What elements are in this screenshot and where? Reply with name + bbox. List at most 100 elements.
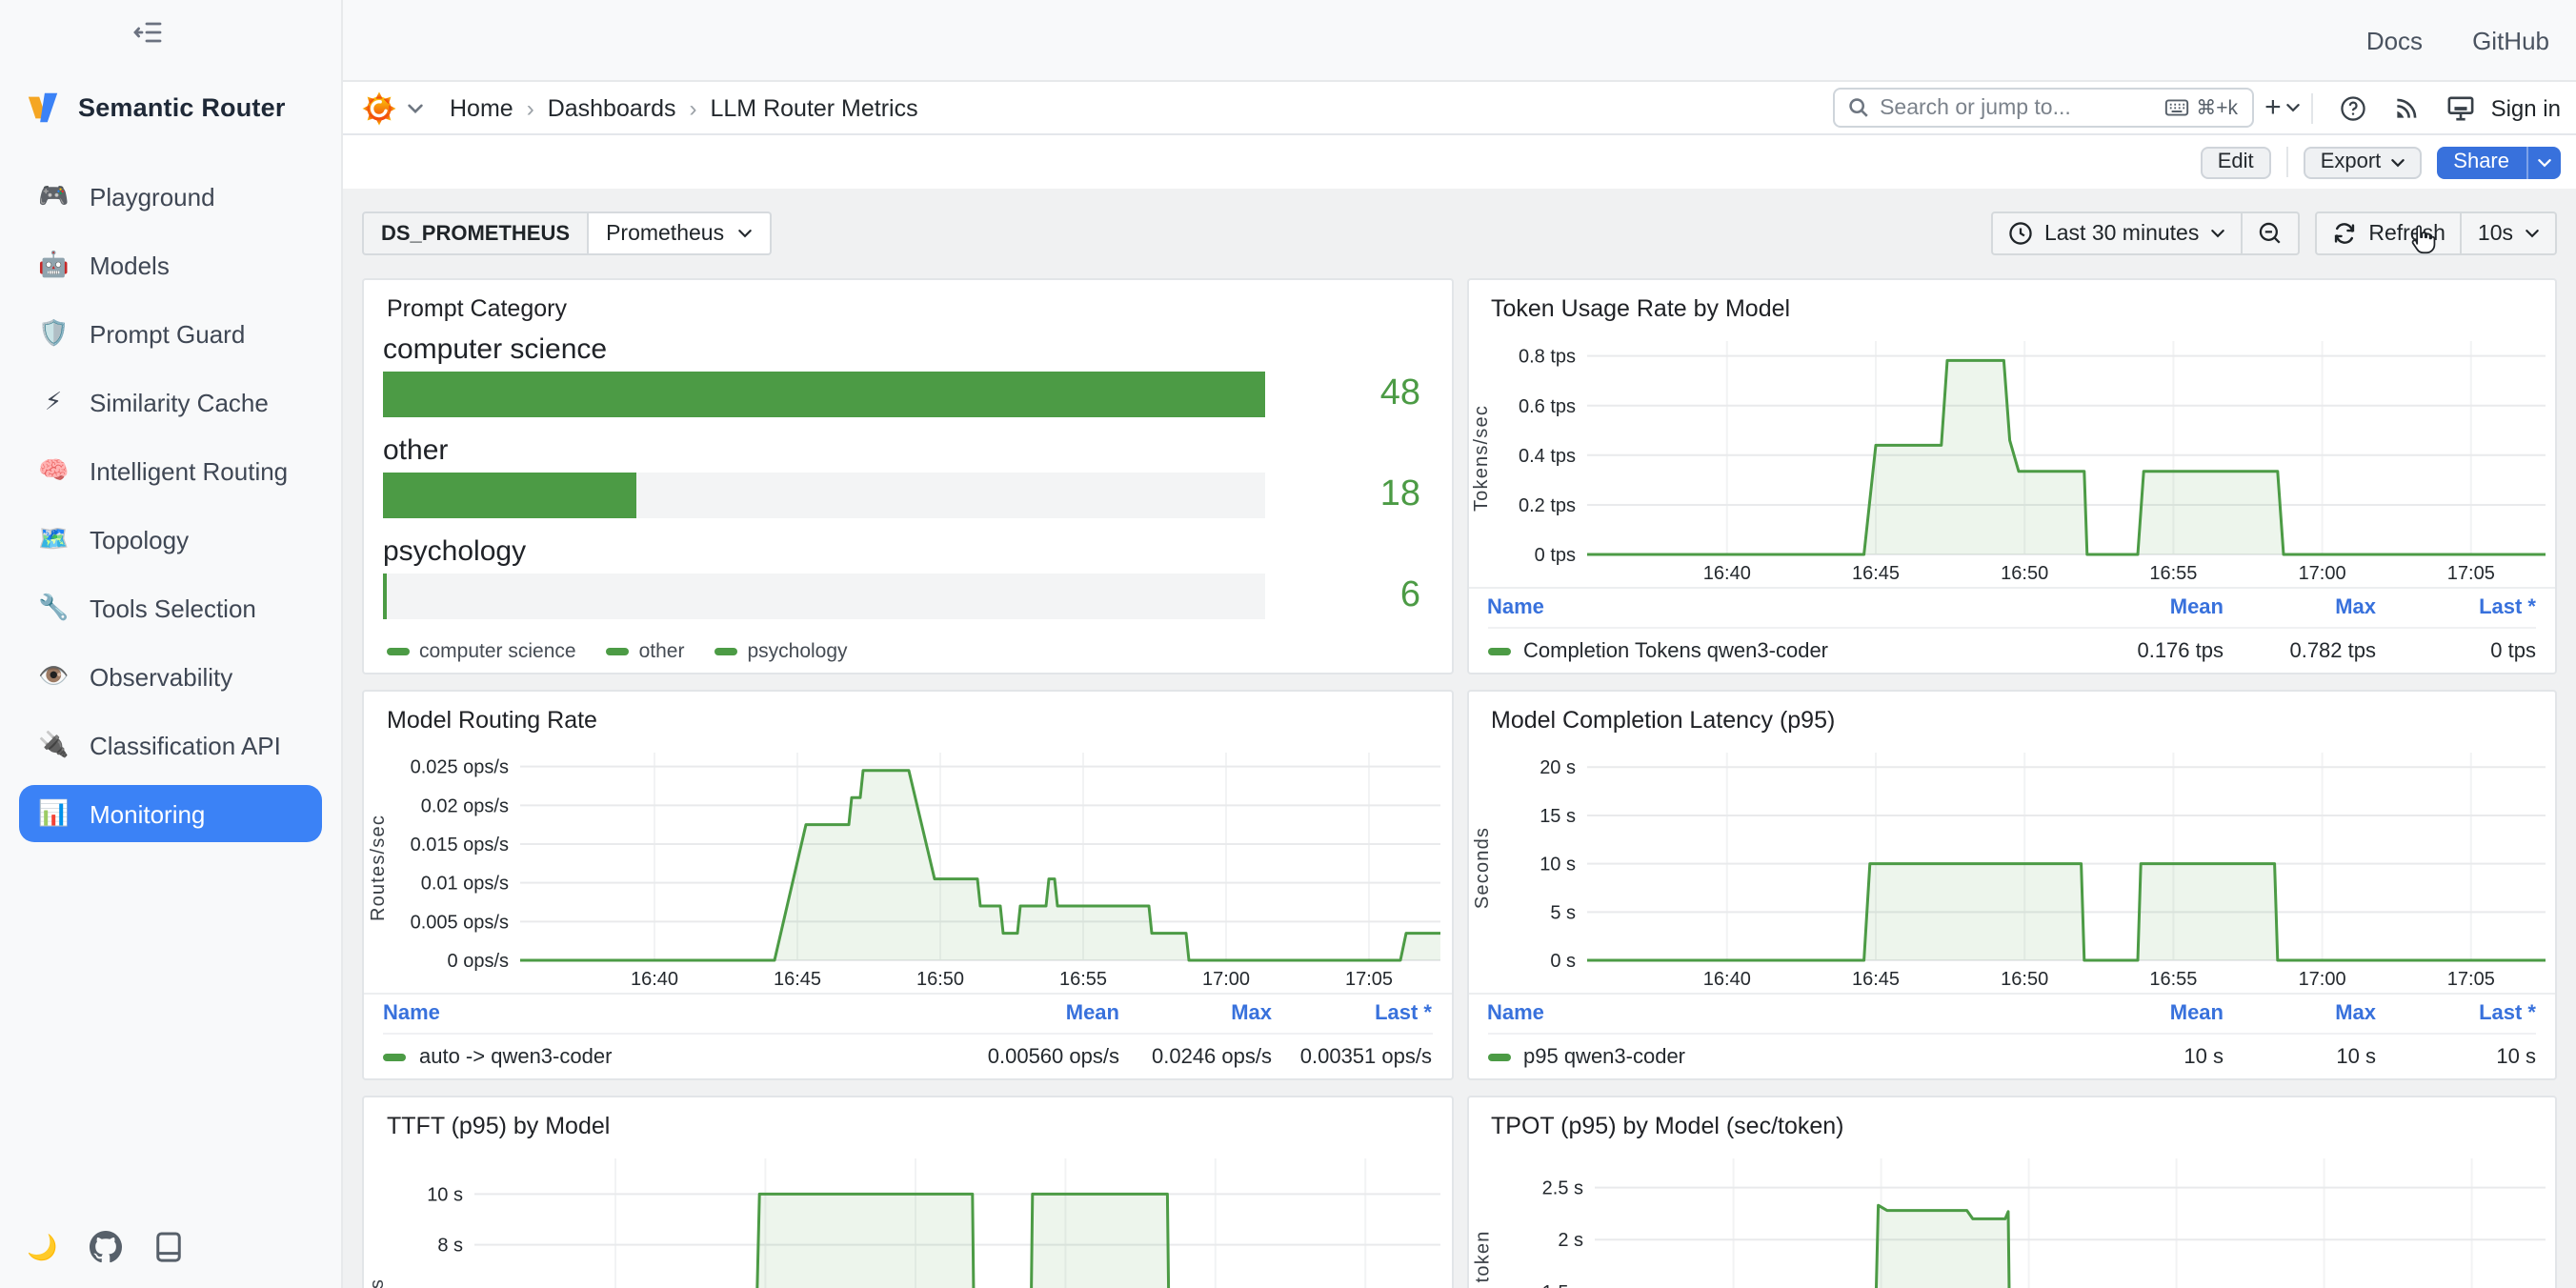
table-row[interactable]: Completion Tokens qwen3-coder 0.176 tps …	[1487, 627, 2536, 673]
export-button[interactable]: Export	[2303, 146, 2422, 178]
table-row[interactable]: auto -> qwen3-coder 0.00560 ops/s 0.0246…	[383, 1033, 1432, 1078]
sidebar-item-intelligent-routing[interactable]: 🧠 Intelligent Routing	[19, 442, 322, 499]
panel-legend-table: Name Mean Max Last * auto -> qwen3-coder…	[364, 993, 1451, 1078]
grafana-logo-icon[interactable]	[362, 91, 396, 125]
legend-item[interactable]: computer science	[387, 640, 576, 663]
svg-text:17:05: 17:05	[2446, 563, 2494, 584]
new-button[interactable]: +	[2264, 93, 2301, 122]
column-header-last[interactable]: Last *	[1375, 1002, 1432, 1025]
search-input[interactable]: Search or jump to... ⌘+k	[1832, 88, 2254, 128]
sidebar-item-tools-selection[interactable]: 🔧 Tools Selection	[19, 579, 322, 636]
column-header-max[interactable]: Max	[2335, 596, 2376, 619]
edit-button[interactable]: Edit	[2200, 146, 2271, 178]
bar-group: other 18	[383, 434, 1428, 518]
svg-text:5 s: 5 s	[1549, 902, 1575, 923]
y-axis-unit-label: Seconds per token	[1468, 1147, 1499, 1288]
org-switcher-chevron-icon[interactable]	[408, 102, 423, 113]
brand[interactable]: Semantic Router	[0, 0, 341, 126]
svg-text:2.5 s: 2.5 s	[1541, 1178, 1582, 1199]
docs-link[interactable]: Docs	[2365, 26, 2424, 54]
dashboard-toolbar: Edit Export Share	[343, 135, 2576, 189]
svg-text:16:40: 16:40	[631, 969, 678, 990]
panel-title[interactable]: Token Usage Rate by Model	[1491, 295, 1791, 322]
panel-prompt-category: Prompt Category computer science 48 othe…	[362, 278, 1453, 674]
legend-item[interactable]: psychology	[714, 640, 848, 663]
bar-label: psychology	[383, 535, 527, 568]
panel-legend-table: Name Mean Max Last * p95 qwen3-coder 10 …	[1468, 993, 2555, 1078]
bar-label: computer science	[383, 333, 608, 366]
zoom-out-icon	[2260, 222, 2281, 244]
sidebar-item-playground[interactable]: 🎮 Playground	[19, 168, 322, 225]
sidebar-item-label: Prompt Guard	[90, 319, 246, 348]
plus-icon: +	[2264, 91, 2282, 124]
column-header-name[interactable]: Name	[383, 1002, 440, 1025]
column-header-last[interactable]: Last *	[2479, 1002, 2536, 1025]
svg-text:0.01 ops/s: 0.01 ops/s	[421, 874, 509, 895]
svg-text:0 tps: 0 tps	[1534, 545, 1575, 566]
kiosk-monitor-icon[interactable]	[2447, 94, 2476, 121]
news-rss-icon[interactable]	[2394, 94, 2421, 121]
column-header-mean[interactable]: Mean	[2169, 1002, 2224, 1025]
column-header-max[interactable]: Max	[1231, 1002, 1272, 1025]
breadcrumb-separator: ›	[689, 94, 697, 121]
refresh-interval-select[interactable]: 10s	[2462, 211, 2557, 255]
share-dropdown-button[interactable]	[2526, 146, 2561, 178]
breadcrumb-home[interactable]: Home	[450, 94, 513, 121]
book-icon[interactable]	[154, 1231, 183, 1263]
panel-title[interactable]: TTFT (p95) by Model	[387, 1113, 611, 1139]
share-button[interactable]: Share	[2436, 146, 2526, 178]
time-series-chart: 16:40 16:45 16:50 16:55 17:00 17:05 0 tps 0.2 t…	[1499, 330, 2555, 589]
time-range-picker[interactable]: Last 30 minutes	[1990, 211, 2244, 255]
column-header-name[interactable]: Name	[1487, 1002, 1544, 1025]
help-icon[interactable]	[2341, 94, 2367, 121]
datasource-variable-label: DS_PROMETHEUS	[362, 211, 590, 255]
svg-text:0.4 tps: 0.4 tps	[1518, 446, 1575, 467]
sidebar-item-classification-api[interactable]: 🔌 Classification API	[19, 716, 322, 774]
panel-grid: Prompt Category computer science 48 othe…	[362, 278, 2557, 1288]
panel-title[interactable]: Model Routing Rate	[387, 707, 597, 734]
table-row[interactable]: p95 qwen3-coder 10 s 10 s 10 s	[1487, 1033, 2536, 1078]
y-axis-unit-label: Tokens/sec	[1473, 404, 1494, 513]
panel-title[interactable]: Model Completion Latency (p95)	[1491, 707, 1836, 734]
panel-title[interactable]: Prompt Category	[387, 295, 567, 322]
sidebar-item-label: Tools Selection	[90, 594, 256, 622]
moon-icon[interactable]: 🌙	[27, 1232, 58, 1260]
search-icon	[1847, 97, 1868, 118]
panel-title[interactable]: TPOT (p95) by Model (sec/token)	[1491, 1113, 1844, 1139]
svg-text:17:05: 17:05	[1345, 969, 1393, 990]
sidebar-item-label: Monitoring	[90, 799, 206, 828]
github-icon[interactable]	[90, 1231, 123, 1263]
sidebar-collapse-icon[interactable]	[133, 19, 164, 46]
sidebar-item-similarity-cache[interactable]: ⚡ Similarity Cache	[19, 373, 322, 431]
sidebar-item-prompt-guard[interactable]: 🛡️ Prompt Guard	[19, 305, 322, 362]
column-header-mean[interactable]: Mean	[1065, 1002, 1119, 1025]
wrench-icon: 🔧	[38, 593, 70, 621]
github-link[interactable]: GitHub	[2472, 26, 2549, 54]
datasource-select[interactable]: Prometheus	[589, 211, 773, 255]
breadcrumb-dashboards[interactable]: Dashboards	[547, 94, 676, 121]
divider	[2311, 92, 2314, 123]
svg-text:16:45: 16:45	[1851, 563, 1899, 584]
sidebar-item-monitoring[interactable]: 📊 Monitoring	[19, 785, 322, 842]
shield-icon: 🛡️	[38, 318, 70, 347]
column-header-max[interactable]: Max	[2335, 1002, 2376, 1025]
sidebar-item-observability[interactable]: 👁️ Observability	[19, 648, 322, 705]
chevron-down-icon	[2526, 230, 2539, 238]
refresh-button[interactable]: Refresh	[2315, 211, 2463, 255]
svg-text:16:55: 16:55	[2148, 969, 2196, 990]
legend-item[interactable]: other	[606, 640, 684, 663]
main-area: Docs GitHub	[343, 0, 2576, 1288]
column-header-last[interactable]: Last *	[2479, 596, 2536, 619]
svg-text:0.02 ops/s: 0.02 ops/s	[421, 795, 509, 816]
sidebar-item-models[interactable]: 🤖 Models	[19, 236, 322, 293]
column-header-mean[interactable]: Mean	[2169, 596, 2224, 619]
sign-in-button[interactable]: Sign in	[2490, 94, 2561, 121]
zoom-out-button[interactable]	[2243, 211, 2301, 255]
svg-text:16:55: 16:55	[1059, 969, 1107, 990]
map-icon: 🗺️	[38, 524, 70, 553]
svg-text:16:40: 16:40	[1702, 563, 1750, 584]
share-button-group: Share	[2436, 146, 2561, 178]
sidebar-item-topology[interactable]: 🗺️ Topology	[19, 511, 322, 568]
column-header-name[interactable]: Name	[1487, 596, 1544, 619]
